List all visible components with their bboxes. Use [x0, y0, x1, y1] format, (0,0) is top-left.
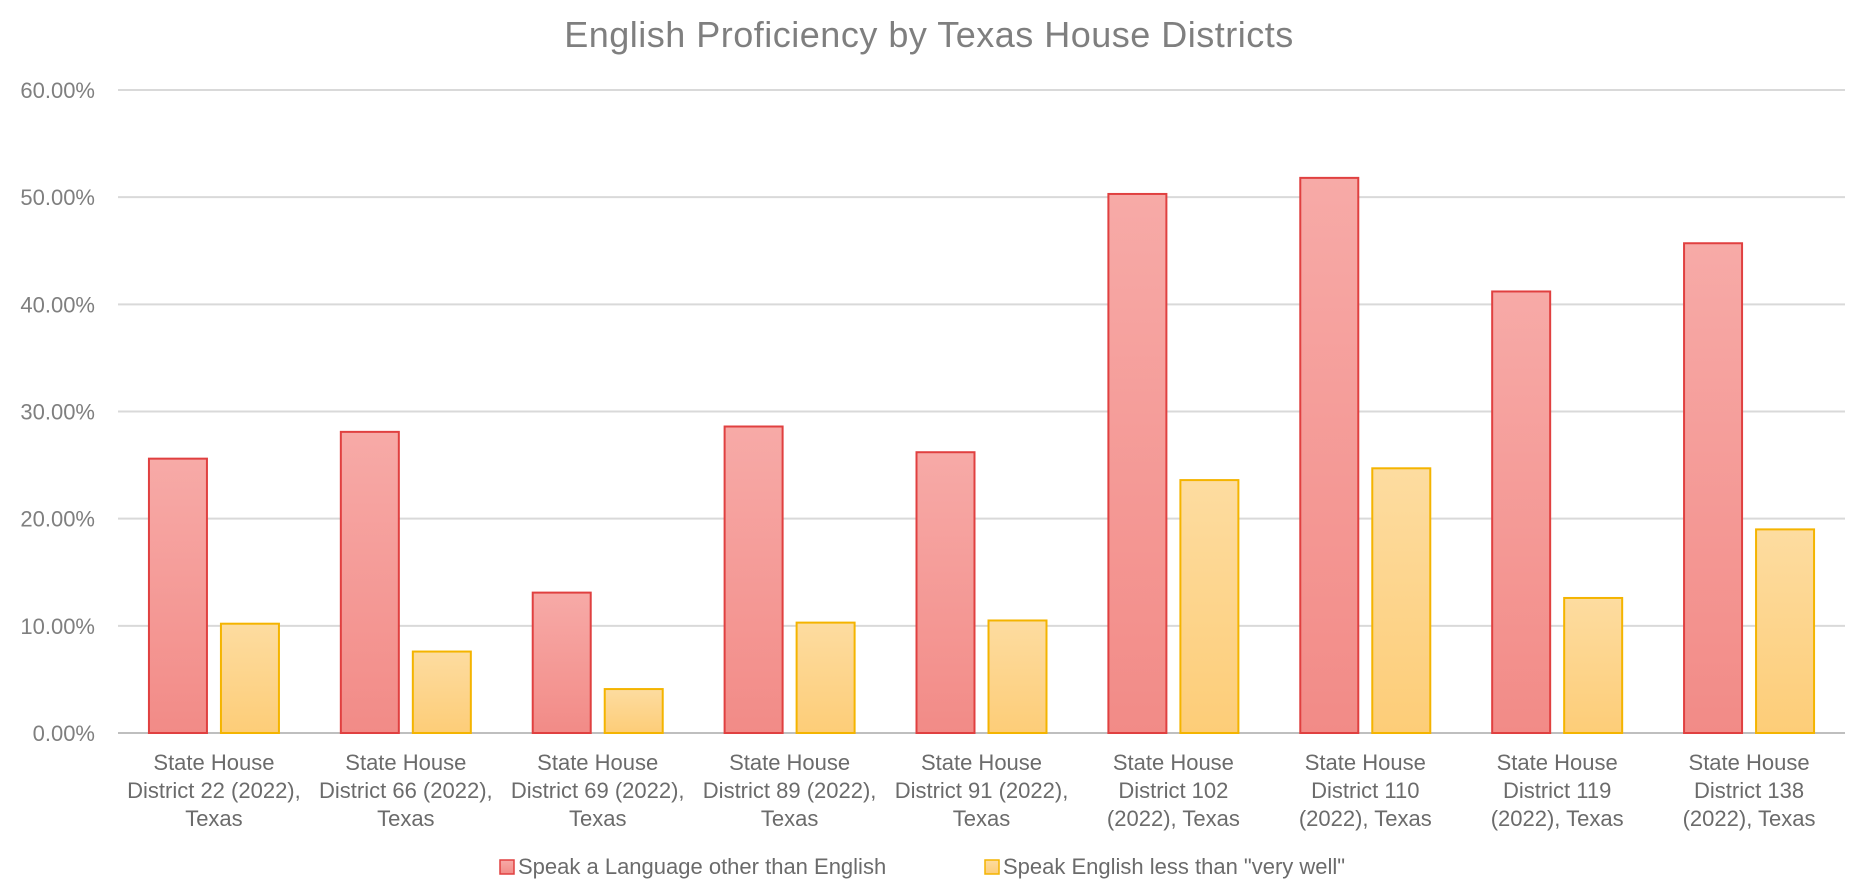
- bar-speak-english-less-well: [795, 621, 856, 735]
- x-category-label: State House: [1497, 750, 1618, 775]
- bar-speak-english-less-well: [1755, 528, 1816, 735]
- x-category-label: (2022), Texas: [1107, 806, 1240, 831]
- x-category-label: District 91 (2022),: [895, 778, 1069, 803]
- x-category-label: Texas: [953, 806, 1010, 831]
- x-category-label: District 102: [1118, 778, 1228, 803]
- bar-speak-other-language: [1299, 176, 1360, 735]
- x-category-label: State House: [537, 750, 658, 775]
- y-tick-label: 20.00%: [20, 507, 95, 532]
- chart-title: English Proficiency by Texas House Distr…: [564, 14, 1294, 55]
- bar-speak-english-less-well: [1563, 596, 1624, 734]
- legend-label: Speak a Language other than English: [518, 854, 886, 879]
- x-category-label: District 89 (2022),: [703, 778, 877, 803]
- y-tick-label: 30.00%: [20, 400, 95, 425]
- bar-speak-english-less-well: [219, 622, 280, 734]
- x-category-label: State House: [345, 750, 466, 775]
- bar-speak-other-language: [915, 451, 976, 734]
- bar-speak-other-language: [147, 457, 208, 734]
- bar-speak-english-less-well: [1371, 467, 1432, 734]
- y-tick-label: 0.00%: [33, 721, 95, 746]
- x-category-label: District 22 (2022),: [127, 778, 301, 803]
- x-category-label: District 119: [1503, 778, 1611, 803]
- x-category-label: District 110: [1311, 778, 1419, 803]
- y-tick-label: 40.00%: [20, 292, 95, 317]
- x-category-label: Texas: [569, 806, 626, 831]
- y-tick-label: 60.00%: [20, 78, 95, 103]
- bar-speak-english-less-well: [603, 688, 664, 734]
- bar-speak-english-less-well: [411, 650, 472, 735]
- x-category-label: State House: [153, 750, 274, 775]
- x-category-label: State House: [729, 750, 850, 775]
- bars: [147, 176, 1816, 735]
- x-category-label: State House: [1113, 750, 1234, 775]
- x-category-label: State House: [921, 750, 1042, 775]
- bar-speak-other-language: [1491, 290, 1552, 734]
- x-category-label: State House: [1689, 750, 1810, 775]
- x-category-label: State House: [1305, 750, 1426, 775]
- legend: Speak a Language other than English Speak…: [499, 854, 1345, 879]
- x-category-label: Texas: [377, 806, 434, 831]
- x-category-label: District 138: [1694, 778, 1804, 803]
- bar-speak-english-less-well: [987, 619, 1048, 734]
- axis-labels: 0.00% 10.00% 20.00% 30.00% 40.00% 50.00% 60.00…: [20, 78, 1815, 831]
- x-category-label: District 66 (2022),: [319, 778, 493, 803]
- bar-speak-other-language: [1683, 242, 1744, 735]
- x-category-label: Texas: [761, 806, 818, 831]
- bar-speak-other-language: [723, 425, 784, 734]
- gridlines: [118, 89, 1845, 734]
- bar-speak-other-language: [339, 430, 400, 734]
- legend-swatch-other-language: [499, 859, 515, 875]
- x-category-label: Texas: [185, 806, 242, 831]
- legend-label: Speak English less than "very well": [1003, 854, 1345, 879]
- y-tick-label: 50.00%: [20, 185, 95, 210]
- legend-swatch-english-less-well: [984, 859, 1000, 875]
- x-category-label: (2022), Texas: [1491, 806, 1624, 831]
- bar-speak-other-language: [531, 591, 592, 735]
- bar-speak-other-language: [1107, 192, 1168, 734]
- x-category-label: (2022), Texas: [1299, 806, 1432, 831]
- y-tick-label: 10.00%: [20, 614, 95, 639]
- x-category-label: District 69 (2022),: [511, 778, 685, 803]
- bar-speak-english-less-well: [1179, 479, 1240, 734]
- x-category-label: (2022), Texas: [1683, 806, 1816, 831]
